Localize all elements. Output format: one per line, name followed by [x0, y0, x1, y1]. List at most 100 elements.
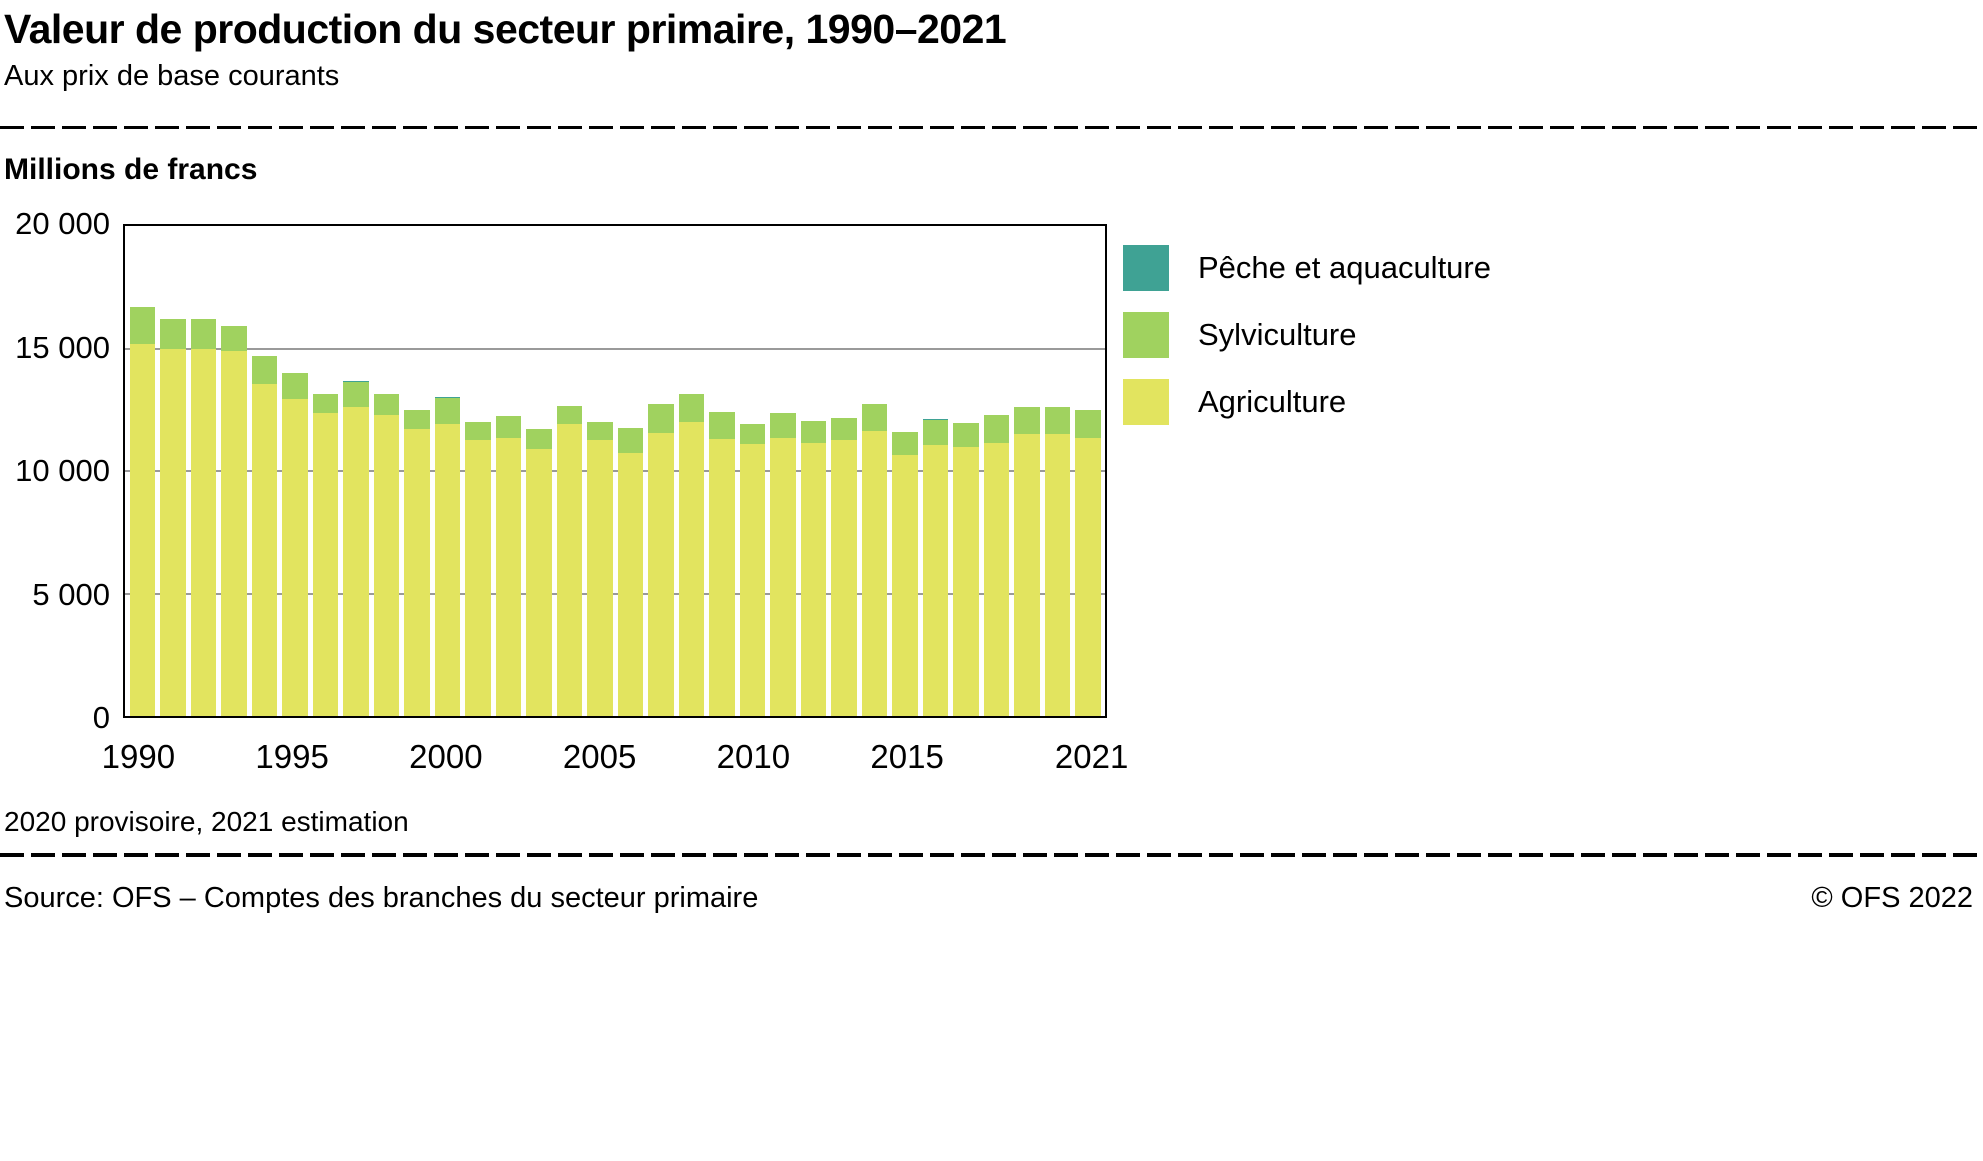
x-tick-label: 2010 [716, 738, 791, 775]
bar-segment-sylviculture [373, 393, 399, 415]
bar-segment-sylviculture [526, 429, 552, 449]
bar-segment-sylviculture [678, 393, 704, 422]
bar-segment-sylviculture [251, 355, 277, 385]
legend-swatch [1123, 379, 1169, 425]
bar-2016 [922, 226, 948, 716]
bar-segment-agriculture [221, 350, 247, 716]
bar-segment-sylviculture [160, 319, 186, 349]
bar-1993 [221, 226, 247, 716]
bar-segment-agriculture [953, 446, 979, 716]
bar-1992 [190, 226, 216, 716]
bar-2013 [831, 226, 857, 716]
bar-segment-agriculture [373, 414, 399, 716]
bar-1998 [373, 226, 399, 716]
bar-segment-agriculture [739, 444, 765, 716]
bar-2000 [434, 226, 460, 716]
bar-segment-agriculture [709, 439, 735, 716]
bar-1999 [404, 226, 430, 716]
bar-2009 [709, 226, 735, 716]
bar-segment-sylviculture [953, 423, 979, 447]
bar-2011 [770, 226, 796, 716]
bar-segment-agriculture [556, 424, 582, 716]
source-text: Source: OFS – Comptes des branches du se… [4, 882, 759, 914]
bar-segment-sylviculture [1044, 407, 1070, 435]
legend-item-sylviculture: Sylviculture [1123, 312, 1491, 358]
bar-segment-sylviculture [556, 406, 582, 425]
bar-1994 [251, 226, 277, 716]
bar-segment-sylviculture [129, 306, 155, 344]
legend-label: Sylviculture [1198, 317, 1357, 352]
bar-1996 [312, 226, 338, 716]
bar-segment-sylviculture [922, 419, 948, 446]
bar-2014 [861, 226, 887, 716]
bar-segment-agriculture [892, 455, 918, 716]
legend: Pêche et aquaculture Sylviculture Agricult… [1123, 245, 1491, 425]
bar-segment-agriculture [922, 445, 948, 716]
bar-2015 [892, 226, 918, 716]
bar-2017 [953, 226, 979, 716]
bar-segment-agriculture [861, 430, 887, 716]
footnote: 2020 provisoire, 2021 estimation [4, 806, 409, 837]
bar-1995 [282, 226, 308, 716]
bar-segment-agriculture [983, 442, 1009, 716]
chart-title: Valeur de production du secteur primaire… [4, 6, 1007, 52]
bar-segment-agriculture [343, 407, 369, 716]
bar-segment-sylviculture [343, 381, 369, 408]
bar-segment-agriculture [190, 348, 216, 716]
gridline-10000 [125, 470, 1105, 472]
bar-2020 [1044, 226, 1070, 716]
bar-segment-sylviculture [800, 420, 826, 443]
bar-2003 [526, 226, 552, 716]
y-axis-title: Millions de francs [4, 153, 258, 186]
y-axis-tick-labels: 20 000 15 000 10 000 5 000 0 [0, 206, 110, 735]
copyright-text: © OFS 2022 [1811, 882, 1973, 914]
y-tick-label: 0 [92, 700, 110, 735]
bar-segment-sylviculture [1014, 407, 1040, 435]
bar-segment-agriculture [770, 437, 796, 716]
bar-segment-sylviculture [190, 319, 216, 349]
y-tick-label: 10 000 [15, 453, 110, 488]
legend-label: Agriculture [1198, 384, 1347, 419]
bar-segment-agriculture [129, 343, 155, 716]
bar-segment-agriculture [1014, 434, 1040, 716]
x-tick-label: 1995 [255, 738, 329, 775]
bar-2005 [587, 226, 613, 716]
legend-item-agriculture: Agriculture [1123, 379, 1491, 425]
bar-2012 [800, 226, 826, 716]
bar-2010 [739, 226, 765, 716]
bar-segment-sylviculture [434, 397, 460, 425]
bar-segment-sylviculture [465, 422, 491, 441]
bar-2004 [556, 226, 582, 716]
bar-segment-sylviculture [404, 409, 430, 430]
y-tick-label: 5 000 [32, 576, 110, 612]
bar-segment-sylviculture [861, 403, 887, 431]
bar-segment-agriculture [434, 424, 460, 716]
y-tick-label: 20 000 [15, 206, 110, 241]
x-axis-tick-labels: 1990 1995 2000 2005 2010 2015 2021 [102, 738, 1129, 782]
gridline-15000 [125, 347, 1105, 350]
bar-2007 [648, 226, 674, 716]
x-tick-label: 2000 [409, 738, 483, 775]
bar-segment-agriculture [800, 442, 826, 716]
bar-segment-agriculture [404, 429, 430, 716]
top-divider [0, 126, 1983, 129]
bar-2019 [1014, 226, 1040, 716]
x-tick-label: 1990 [101, 738, 176, 775]
bar-segment-sylviculture [1075, 409, 1101, 438]
bar-segment-agriculture [282, 398, 308, 716]
bar-segment-sylviculture [739, 424, 765, 445]
bar-segment-agriculture [617, 452, 643, 716]
bar-segment-agriculture [495, 437, 521, 716]
bar-2008 [678, 226, 704, 716]
bar-segment-sylviculture [312, 393, 338, 414]
bar-segment-sylviculture [892, 431, 918, 456]
bar-2021 [1075, 226, 1101, 716]
bar-2001 [465, 226, 491, 716]
bar-2002 [495, 226, 521, 716]
plot-area [123, 224, 1107, 718]
bar-segment-agriculture [251, 384, 277, 716]
bar-segment-sylviculture [282, 373, 308, 399]
legend-swatch [1123, 245, 1169, 291]
bar-segment-agriculture [312, 413, 338, 716]
